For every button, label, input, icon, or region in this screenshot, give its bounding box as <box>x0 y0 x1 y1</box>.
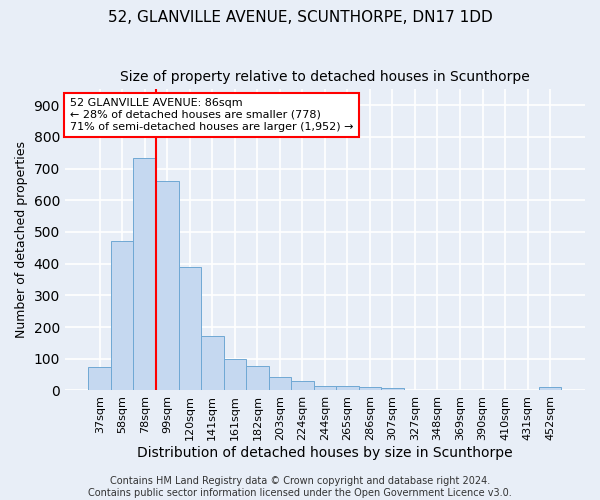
Bar <box>88 366 111 390</box>
Bar <box>224 359 246 390</box>
Bar <box>291 381 314 390</box>
Bar <box>179 267 201 390</box>
Y-axis label: Number of detached properties: Number of detached properties <box>15 142 28 338</box>
Bar <box>381 388 404 390</box>
Bar <box>314 386 336 390</box>
Bar <box>111 240 133 390</box>
Title: Size of property relative to detached houses in Scunthorpe: Size of property relative to detached ho… <box>120 70 530 84</box>
Bar <box>359 387 381 390</box>
Bar <box>539 388 562 390</box>
Bar <box>133 158 156 390</box>
Bar <box>336 386 359 390</box>
Text: Contains HM Land Registry data © Crown copyright and database right 2024.
Contai: Contains HM Land Registry data © Crown c… <box>88 476 512 498</box>
X-axis label: Distribution of detached houses by size in Scunthorpe: Distribution of detached houses by size … <box>137 446 513 460</box>
Bar <box>201 336 224 390</box>
Bar <box>269 377 291 390</box>
Bar <box>246 366 269 390</box>
Text: 52 GLANVILLE AVENUE: 86sqm
← 28% of detached houses are smaller (778)
71% of sem: 52 GLANVILLE AVENUE: 86sqm ← 28% of deta… <box>70 98 353 132</box>
Text: 52, GLANVILLE AVENUE, SCUNTHORPE, DN17 1DD: 52, GLANVILLE AVENUE, SCUNTHORPE, DN17 1… <box>107 10 493 25</box>
Bar <box>156 182 179 390</box>
